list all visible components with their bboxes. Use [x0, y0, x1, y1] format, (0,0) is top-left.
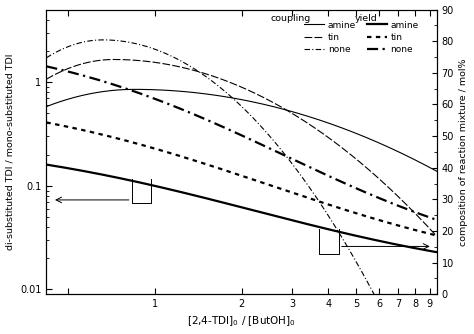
Y-axis label: composition of reaction mixture / mol%: composition of reaction mixture / mol%: [459, 58, 468, 245]
Text: yield: yield: [355, 14, 377, 23]
Legend: amine, tin, none, amine, tin, none: amine, tin, none, amine, tin, none: [301, 17, 422, 57]
Y-axis label: di-substituted TDI / mono-substituted TDI: di-substituted TDI / mono-substituted TD…: [6, 54, 15, 250]
Text: coupling: coupling: [271, 14, 311, 23]
X-axis label: [2,4-TDI]$_0$ / [ButOH]$_0$: [2,4-TDI]$_0$ / [ButOH]$_0$: [187, 315, 296, 328]
